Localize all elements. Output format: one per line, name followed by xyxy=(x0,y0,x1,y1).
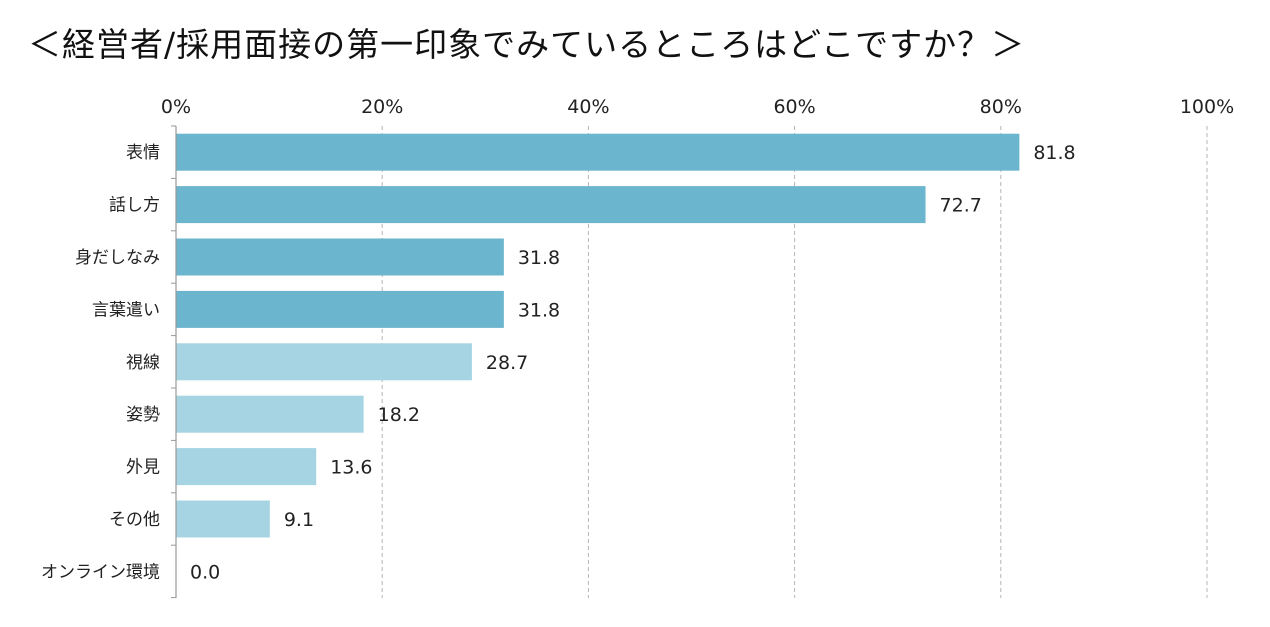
category-label: オンライン環境 xyxy=(41,562,160,582)
value-label: 31.8 xyxy=(518,247,560,269)
x-axis-ticks: 0% 20% 40% 60% 80% 100% xyxy=(161,96,1234,118)
chart-title: ＜経営者/採用面接の第一印象でみているところはどこですか？＞ xyxy=(28,25,1026,64)
value-labels: 81.8 72.7 31.8 31.8 28.7 18.2 13.6 9.1 0.0 xyxy=(190,142,1076,583)
bar xyxy=(176,238,504,276)
y-axis xyxy=(171,125,177,599)
bar xyxy=(176,290,504,328)
category-label: 話し方 xyxy=(109,196,160,216)
category-label: 身だしなみ xyxy=(75,248,160,268)
bars xyxy=(176,133,1020,538)
value-label: 9.1 xyxy=(284,509,314,531)
value-label: 18.2 xyxy=(378,404,420,426)
bar xyxy=(176,133,1020,171)
x-tick-label: 100% xyxy=(1180,96,1234,118)
category-label: 言葉遣い xyxy=(92,300,160,320)
x-tick-label: 40% xyxy=(567,96,609,118)
value-label: 72.7 xyxy=(940,195,982,217)
bar xyxy=(176,395,364,433)
category-label: 表情 xyxy=(126,143,160,163)
x-tick-label: 60% xyxy=(773,96,815,118)
bar xyxy=(176,343,472,381)
value-label: 28.7 xyxy=(486,352,528,374)
bar xyxy=(176,186,926,224)
bar xyxy=(176,448,317,486)
value-label: 13.6 xyxy=(330,457,372,479)
value-label: 0.0 xyxy=(190,561,220,583)
x-tick-label: 80% xyxy=(980,96,1022,118)
value-label: 31.8 xyxy=(518,299,560,321)
category-label: その他 xyxy=(109,510,160,530)
x-tick-label: 20% xyxy=(361,96,403,118)
category-label: 外見 xyxy=(126,458,160,478)
bar xyxy=(176,500,270,538)
category-label: 姿勢 xyxy=(126,405,160,425)
category-label: 視線 xyxy=(126,353,160,373)
x-tick-label: 0% xyxy=(161,96,191,118)
value-label: 81.8 xyxy=(1033,142,1075,164)
